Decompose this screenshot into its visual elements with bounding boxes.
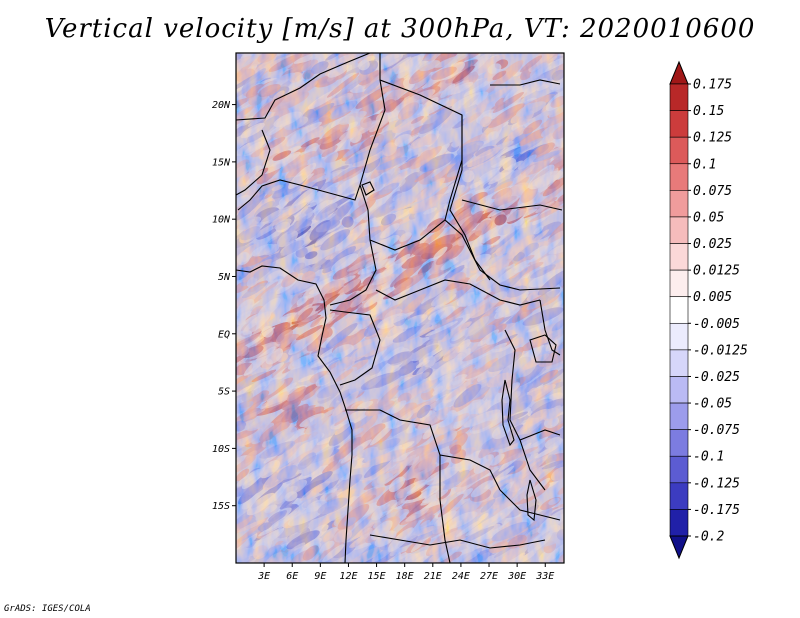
colorbar-segment bbox=[669, 349, 689, 377]
border-cameroon-car bbox=[369, 219, 561, 291]
colorbar-label: -0.005 bbox=[693, 317, 740, 332]
colorbar-label: 0.025 bbox=[693, 237, 732, 252]
lat-tick-label: 10N bbox=[212, 215, 231, 226]
lon-tick-label: 18E bbox=[396, 571, 414, 582]
colorbar-bottom-arrow bbox=[669, 535, 689, 560]
colorbar-top-arrow bbox=[669, 60, 689, 85]
colorbar-label: 0.175 bbox=[693, 78, 732, 93]
colorbar-label: 0.1 bbox=[693, 157, 716, 172]
colorbar-segment bbox=[669, 482, 689, 510]
colorbar-label: 0.075 bbox=[693, 184, 732, 199]
colorbar-label: -0.175 bbox=[693, 503, 740, 518]
colorbar-segment bbox=[669, 296, 689, 324]
colorbar-segment bbox=[669, 509, 689, 537]
lon-tick-label: 24E bbox=[452, 571, 470, 582]
map-title: Vertical velocity [m/s] at 300hPa, VT: 2… bbox=[44, 14, 756, 44]
lat-tick-label: 5S bbox=[218, 387, 230, 398]
colorbar-label: -0.2 bbox=[693, 530, 724, 545]
lat-tick-label: 20N bbox=[212, 100, 231, 111]
border-north-east bbox=[490, 79, 561, 86]
colorbar-label: -0.025 bbox=[693, 370, 740, 385]
colorbar-label: 0.05 bbox=[693, 210, 724, 225]
lon-tick-label: 21E bbox=[424, 571, 442, 582]
colorbar-label: -0.0125 bbox=[693, 343, 748, 358]
lon-tick-label: 6E bbox=[286, 571, 298, 582]
lake-malawi bbox=[526, 479, 537, 522]
border-niger bbox=[237, 53, 386, 211]
colorbar-segment bbox=[669, 322, 689, 351]
border-sahara-west bbox=[236, 53, 371, 121]
velocity-texture bbox=[236, 53, 564, 563]
lat-tick-label: 10S bbox=[212, 444, 230, 455]
lat-tick-label: 15S bbox=[212, 501, 230, 512]
border-south bbox=[369, 534, 546, 549]
colorbar-segment bbox=[669, 376, 689, 404]
colorbar-label: -0.075 bbox=[693, 423, 740, 438]
colorbar-segment bbox=[669, 136, 689, 165]
colorbar: 0.175 0.15 0.125 0.1 0.075 0.05 0.025 0.0125 0.0… bbox=[669, 60, 748, 560]
colorbar-segment bbox=[669, 83, 689, 111]
colorbar-label: -0.1 bbox=[693, 450, 724, 465]
lat-tick-label: 15N bbox=[212, 157, 231, 168]
colorbar-segment bbox=[669, 269, 689, 298]
colorbar-label: 0.15 bbox=[693, 104, 724, 119]
border-sudan-ss bbox=[461, 199, 563, 211]
lon-tick-label: 15E bbox=[368, 571, 386, 582]
lake-victoria bbox=[529, 334, 557, 363]
lat-tick-label: 5N bbox=[218, 272, 231, 283]
lon-tick-label: 33E bbox=[535, 571, 554, 582]
border-tanzania bbox=[519, 429, 561, 441]
border-congo bbox=[329, 309, 381, 386]
colorbar-segment bbox=[669, 163, 689, 191]
colorbar-segment bbox=[669, 216, 689, 244]
border-east-lakes bbox=[504, 329, 546, 491]
lon-tick-label: 30E bbox=[507, 571, 526, 582]
border-drc-angola bbox=[345, 409, 501, 491]
lon-tick-label: 12E bbox=[339, 571, 357, 582]
colorbar-segment bbox=[669, 190, 689, 218]
border-zambia bbox=[499, 489, 561, 521]
grads-credit: GrADS: IGES/COLA bbox=[4, 604, 91, 614]
colorbar-segment bbox=[669, 402, 689, 430]
border-chad-sudan bbox=[449, 115, 491, 281]
colorbar-label: 0.005 bbox=[693, 290, 732, 305]
coastline-west bbox=[236, 265, 353, 563]
border-uganda-kenya bbox=[539, 299, 561, 356]
border-nigeria-cameroon bbox=[329, 184, 377, 306]
map-area bbox=[236, 53, 564, 563]
border-west-africa bbox=[236, 129, 271, 196]
border-car-drc bbox=[375, 279, 541, 306]
colorbar-segment bbox=[669, 455, 689, 484]
lake-tanganyika bbox=[501, 379, 515, 447]
colorbar-label: 0.0125 bbox=[693, 264, 740, 279]
lake-chad bbox=[361, 181, 375, 196]
colorbar-segment bbox=[669, 110, 689, 138]
map-frame bbox=[235, 52, 565, 564]
colorbar-segment bbox=[669, 243, 689, 271]
colorbar-segment bbox=[669, 429, 689, 457]
lon-tick-label: 9E bbox=[314, 571, 326, 582]
longitude-axis: 3E 6E 9E 12E 15E 18E 21E 24E 27E 30E 33E bbox=[257, 563, 554, 582]
lon-tick-label: 27E bbox=[480, 571, 498, 582]
latitude-axis: 20N 15N 10N 5N EQ 5S 10S 15S bbox=[212, 100, 236, 512]
country-borders bbox=[236, 53, 563, 563]
lat-tick-label: EQ bbox=[218, 329, 230, 340]
border-angola-zambia bbox=[439, 455, 451, 563]
colorbar-label: -0.05 bbox=[693, 397, 732, 412]
lon-tick-label: 3E bbox=[257, 571, 270, 582]
colorbar-label: 0.125 bbox=[693, 131, 732, 146]
colorbar-label: -0.125 bbox=[693, 476, 740, 491]
